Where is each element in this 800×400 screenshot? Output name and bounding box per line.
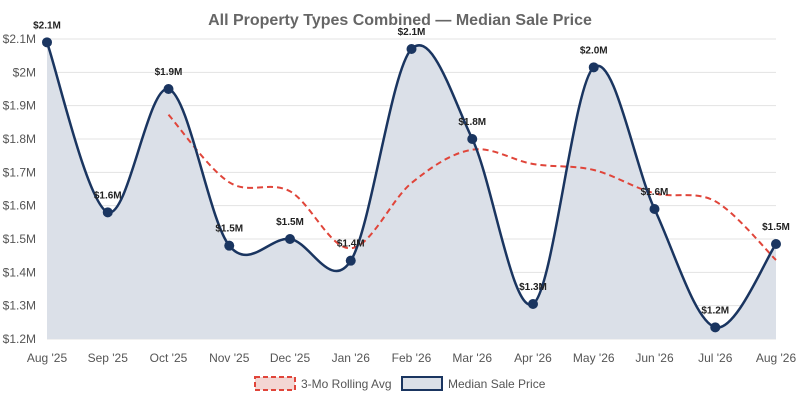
- x-tick-label: Aug '26: [756, 351, 797, 365]
- legend-item-rolling-avg[interactable]: 3-Mo Rolling Avg: [254, 376, 392, 391]
- legend-label-median: Median Sale Price: [448, 377, 546, 391]
- median-area-fill: [47, 42, 776, 340]
- x-tick-label: Jul '26: [698, 351, 733, 365]
- x-tick-label: Mar '26: [452, 351, 492, 365]
- median-data-label: $1.4M: [337, 239, 365, 250]
- median-point: [406, 44, 417, 54]
- median-point: [467, 134, 478, 144]
- median-point: [345, 255, 356, 266]
- median-points: [42, 37, 781, 333]
- data-labels: $2.1M $1.6M $1.9M $1.5M $1.5M $1.4M $2.1M $1.8M…: [33, 20, 790, 316]
- median-data-label: $1.8M: [458, 117, 486, 128]
- median-point: [528, 299, 538, 309]
- y-tick-label: $1.6M: [3, 199, 36, 213]
- median-point: [285, 234, 295, 244]
- x-tick-label: Sep '25: [88, 351, 129, 365]
- y-tick-label: $1.4M: [3, 265, 36, 279]
- y-tick-label: $1.8M: [3, 132, 36, 146]
- y-tick-label: $1.2M: [3, 332, 36, 346]
- x-tick-label: Oct '25: [150, 351, 188, 365]
- median-data-label: $1.5M: [762, 222, 790, 233]
- y-tick-label: $1.7M: [3, 165, 36, 179]
- median-data-label: $1.5M: [215, 224, 243, 235]
- rolling-avg-series: [167, 114, 777, 261]
- y-tick-label: $1.9M: [3, 99, 36, 113]
- y-tick-label: $1.5M: [3, 232, 36, 246]
- median-data-label: $1.3M: [519, 282, 547, 293]
- median-point: [771, 239, 781, 249]
- median-point: [163, 84, 174, 94]
- chart-title: All Property Types Combined — Median Sal…: [208, 12, 592, 29]
- median-data-label: $2.0M: [580, 45, 608, 56]
- x-tick-label: Dec '25: [270, 351, 311, 365]
- median-data-label: $2.1M: [398, 27, 426, 38]
- x-tick-label: Jan '26: [332, 351, 371, 365]
- legend-item-median[interactable]: Median Sale Price: [401, 376, 546, 391]
- median-data-label: $1.6M: [94, 190, 122, 201]
- median-point: [224, 240, 235, 251]
- legend-swatch-median: [401, 376, 443, 391]
- x-axis: Aug '25 Sep '25 Oct '25 Nov '25 Dec '25 Jan '…: [27, 351, 797, 365]
- x-tick-label: Nov '25: [209, 351, 250, 365]
- y-tick-label: $2.1M: [3, 32, 36, 46]
- legend[interactable]: 3-Mo Rolling Avg Median Sale Price: [254, 376, 546, 391]
- rolling-avg-line: [167, 114, 777, 261]
- y-tick-label: $2M: [13, 65, 36, 79]
- median-point: [102, 207, 113, 218]
- x-tick-label: Feb '26: [392, 351, 432, 365]
- median-data-label: $1.2M: [701, 305, 729, 316]
- median-data-label: $1.6M: [641, 187, 669, 198]
- x-tick-label: Jun '26: [635, 351, 674, 365]
- y-axis: $1.2M $1.3M $1.4M $1.5M $1.6M $1.7M $1.8M $1.9M…: [3, 32, 36, 346]
- x-tick-label: May '26: [573, 351, 615, 365]
- legend-swatch-rolling-avg: [254, 376, 296, 391]
- median-data-label: $1.9M: [155, 67, 183, 78]
- x-tick-label: Apr '26: [514, 351, 552, 365]
- median-data-label: $2.1M: [33, 20, 61, 31]
- median-area: [47, 42, 776, 340]
- median-point: [649, 204, 660, 214]
- median-point: [42, 37, 52, 48]
- median-point: [588, 62, 599, 73]
- y-tick-label: $1.3M: [3, 299, 36, 313]
- median-point: [710, 322, 721, 333]
- x-tick-label: Aug '25: [27, 351, 68, 365]
- legend-label-rolling-avg: 3-Mo Rolling Avg: [301, 377, 392, 391]
- median-data-label: $1.5M: [276, 217, 304, 228]
